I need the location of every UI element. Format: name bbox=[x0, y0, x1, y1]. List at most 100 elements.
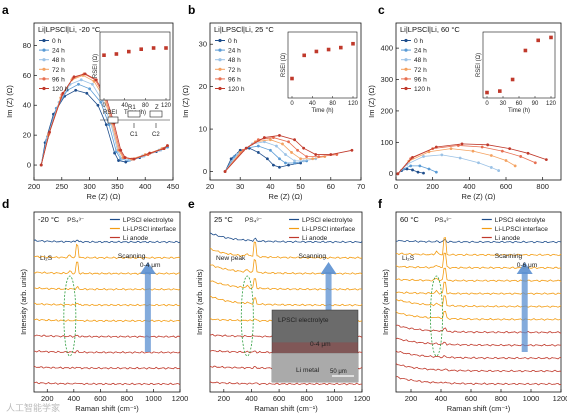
b-ylabel: Im (Z) (Ω) bbox=[181, 85, 190, 118]
b-inset-point bbox=[302, 53, 306, 58]
a-data-point bbox=[61, 91, 65, 95]
circuit-resistor bbox=[149, 110, 163, 118]
b-inset-xtick-label: 0 bbox=[290, 101, 294, 107]
c-data-point bbox=[458, 156, 462, 160]
b-data-point bbox=[272, 136, 275, 139]
c-data-point bbox=[533, 161, 537, 165]
c-legend-label: 96 h bbox=[414, 76, 427, 83]
a-legend-marker bbox=[42, 77, 46, 81]
b-data-point bbox=[281, 142, 284, 146]
d-xtick-label: 1000 bbox=[145, 394, 162, 403]
a-legend-label: 48 h bbox=[52, 57, 65, 64]
d-raman-trace bbox=[33, 261, 181, 275]
e-title: 25 °C bbox=[214, 215, 233, 224]
a-data-point bbox=[77, 82, 80, 86]
c-title: Li|LPSCl|Li, 60 °C bbox=[400, 25, 460, 34]
a-data-point bbox=[48, 130, 51, 134]
c-xtick-label: 800 bbox=[536, 182, 549, 191]
a-data-point bbox=[148, 151, 152, 155]
b-legend-label: 24 h bbox=[228, 48, 241, 55]
f-title: 60 °C bbox=[400, 215, 419, 224]
a-ytick-label: 20 bbox=[23, 131, 31, 140]
d-xtick-label: 400 bbox=[68, 394, 81, 403]
a-data-point bbox=[166, 144, 169, 148]
d-depth-label: 0-4 μm bbox=[140, 262, 161, 269]
a-data-point bbox=[123, 156, 127, 159]
c-data-point bbox=[477, 161, 480, 165]
b-data-point bbox=[293, 159, 296, 163]
f-raman-trace bbox=[395, 376, 562, 386]
f-legend-label: LPSCl electrolyte bbox=[495, 217, 546, 224]
b-data-point bbox=[299, 157, 302, 161]
d-raman-trace bbox=[33, 365, 181, 370]
c-data-point bbox=[434, 170, 438, 174]
b-series-line bbox=[224, 147, 301, 172]
b-data-point bbox=[238, 148, 242, 152]
b-legend-marker bbox=[218, 58, 222, 62]
c-data-point bbox=[513, 164, 517, 168]
f-xlabel: Raman shift (cm⁻¹) bbox=[447, 404, 511, 413]
e-xtick-label: 200 bbox=[218, 394, 231, 403]
a-legend-label: 0 h bbox=[52, 38, 61, 45]
b-ytick-label: 30 bbox=[199, 40, 207, 49]
panel-f-frame bbox=[395, 211, 562, 393]
c-data-point bbox=[500, 149, 504, 153]
f-scan-label: Scanning bbox=[495, 253, 523, 260]
b-inset-frame bbox=[287, 31, 358, 99]
c-inset-point bbox=[549, 35, 553, 40]
a-ytick-label: 80 bbox=[23, 41, 31, 50]
e-secondary-label: New peak bbox=[216, 255, 246, 262]
c-legend-marker bbox=[404, 48, 408, 52]
b-data-point bbox=[269, 138, 272, 142]
a-inset-point bbox=[102, 53, 106, 57]
b-legend-marker bbox=[218, 48, 222, 52]
d-peak-label: PS₄³⁻ bbox=[67, 217, 85, 224]
b-inset-point bbox=[326, 47, 331, 52]
b-data-point bbox=[265, 157, 269, 161]
f-raman-trace bbox=[395, 237, 562, 257]
d-ylabel: Intensity (arb. units) bbox=[19, 269, 28, 335]
b-legend-label: 48 h bbox=[228, 57, 241, 64]
panel-e-frame bbox=[209, 211, 363, 393]
f-raman-trace bbox=[395, 363, 561, 373]
a-legend-marker bbox=[42, 48, 46, 52]
d-legend-label: Li-LPSCl interface bbox=[123, 226, 176, 233]
b-data-point bbox=[284, 161, 287, 165]
circuit-label: RSEI bbox=[103, 110, 117, 116]
a-legend-label: 120 h bbox=[52, 86, 69, 93]
a-ylabel: Im (Z) (Ω) bbox=[5, 85, 14, 118]
f-xtick-label: 800 bbox=[495, 394, 508, 403]
c-data-point bbox=[418, 164, 422, 168]
f-xtick-label: 200 bbox=[405, 394, 418, 403]
b-xtick-label: 60 bbox=[327, 182, 335, 191]
b-data-point bbox=[293, 161, 296, 165]
d-xtick-label: 800 bbox=[121, 394, 134, 403]
c-series-line bbox=[397, 143, 547, 174]
b-series-line bbox=[224, 145, 307, 172]
f-scanning-arrow bbox=[516, 262, 533, 352]
panel-d: d 200 400 600 800 1000 1200 Raman shift (cm⁻¹) I… bbox=[2, 197, 188, 413]
a-data-point bbox=[104, 123, 108, 127]
a-legend-label: 96 h bbox=[52, 76, 65, 83]
d-xtick-label: 200 bbox=[41, 394, 54, 403]
c-xtick-label: 600 bbox=[500, 182, 513, 191]
b-xtick-label: 30 bbox=[236, 182, 244, 191]
arrow-shaft bbox=[521, 272, 528, 352]
a-inset-point bbox=[127, 49, 131, 54]
a-data-point bbox=[85, 91, 89, 95]
c-legend-label: 72 h bbox=[414, 67, 427, 74]
d-raman-trace bbox=[33, 302, 181, 307]
f-raman-trace bbox=[395, 324, 562, 334]
panel-label-d: d bbox=[2, 197, 9, 211]
panel-b-frame bbox=[209, 22, 362, 181]
c-inset-frame bbox=[482, 31, 556, 99]
c-legend-marker bbox=[404, 77, 408, 81]
d-title: -20 °C bbox=[38, 215, 60, 224]
c-data-point bbox=[480, 145, 484, 149]
b-inset-point bbox=[339, 45, 343, 50]
f-legend-label: Li anode bbox=[495, 235, 521, 242]
f-ylabel: Intensity (arb. units) bbox=[381, 269, 390, 335]
c-legend-label: 120 h bbox=[414, 86, 431, 93]
c-inset-xtick-label: 30 bbox=[500, 101, 507, 107]
